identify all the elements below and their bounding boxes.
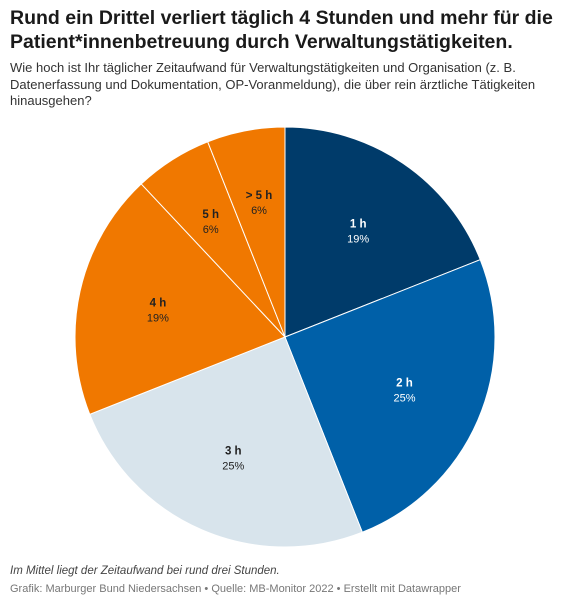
slice-value-4: 6%: [203, 224, 219, 236]
chart-subtitle: Wie hoch ist Ihr täglicher Zeitaufwand f…: [10, 60, 536, 108]
slice-value-2: 25%: [222, 460, 244, 472]
slice-value-0: 19%: [347, 233, 369, 245]
chart-source: Grafik: Marburger Bund Niedersachsen • Q…: [10, 583, 461, 595]
slice-label-3: 4 h: [150, 298, 167, 310]
pie-slice-5: [207, 126, 286, 338]
slice-label-1: 2 h: [396, 378, 413, 390]
slice-label-5: > 5 h: [246, 190, 273, 202]
pie-slice-0: [284, 126, 481, 338]
pie-slices: [74, 126, 496, 548]
pie-slice-3: [74, 183, 286, 415]
chart-note: Im Mittel liegt der Zeitaufwand bei rund…: [10, 565, 280, 577]
slice-label-2: 3 h: [225, 445, 242, 457]
pie-chart: 1 h 19% 2 h 25% 3 h 25% 4 h 19% 5 h 6% > 5 h 6%: [74, 126, 496, 548]
slice-label-0: 1 h: [350, 218, 367, 230]
chart-title: Rund ein Drittel verliert täglich 4 Stun…: [10, 7, 553, 53]
slice-label-4: 5 h: [202, 209, 219, 221]
slice-value-3: 19%: [147, 313, 169, 325]
pie-slice-1: [284, 259, 496, 533]
slice-value-1: 25%: [393, 393, 415, 405]
slice-value-5: 6%: [251, 205, 267, 217]
pie-labels: 1 h 19% 2 h 25% 3 h 25% 4 h 19% 5 h 6% > 5 h 6%: [147, 190, 416, 473]
pie-slice-2: [89, 336, 363, 548]
